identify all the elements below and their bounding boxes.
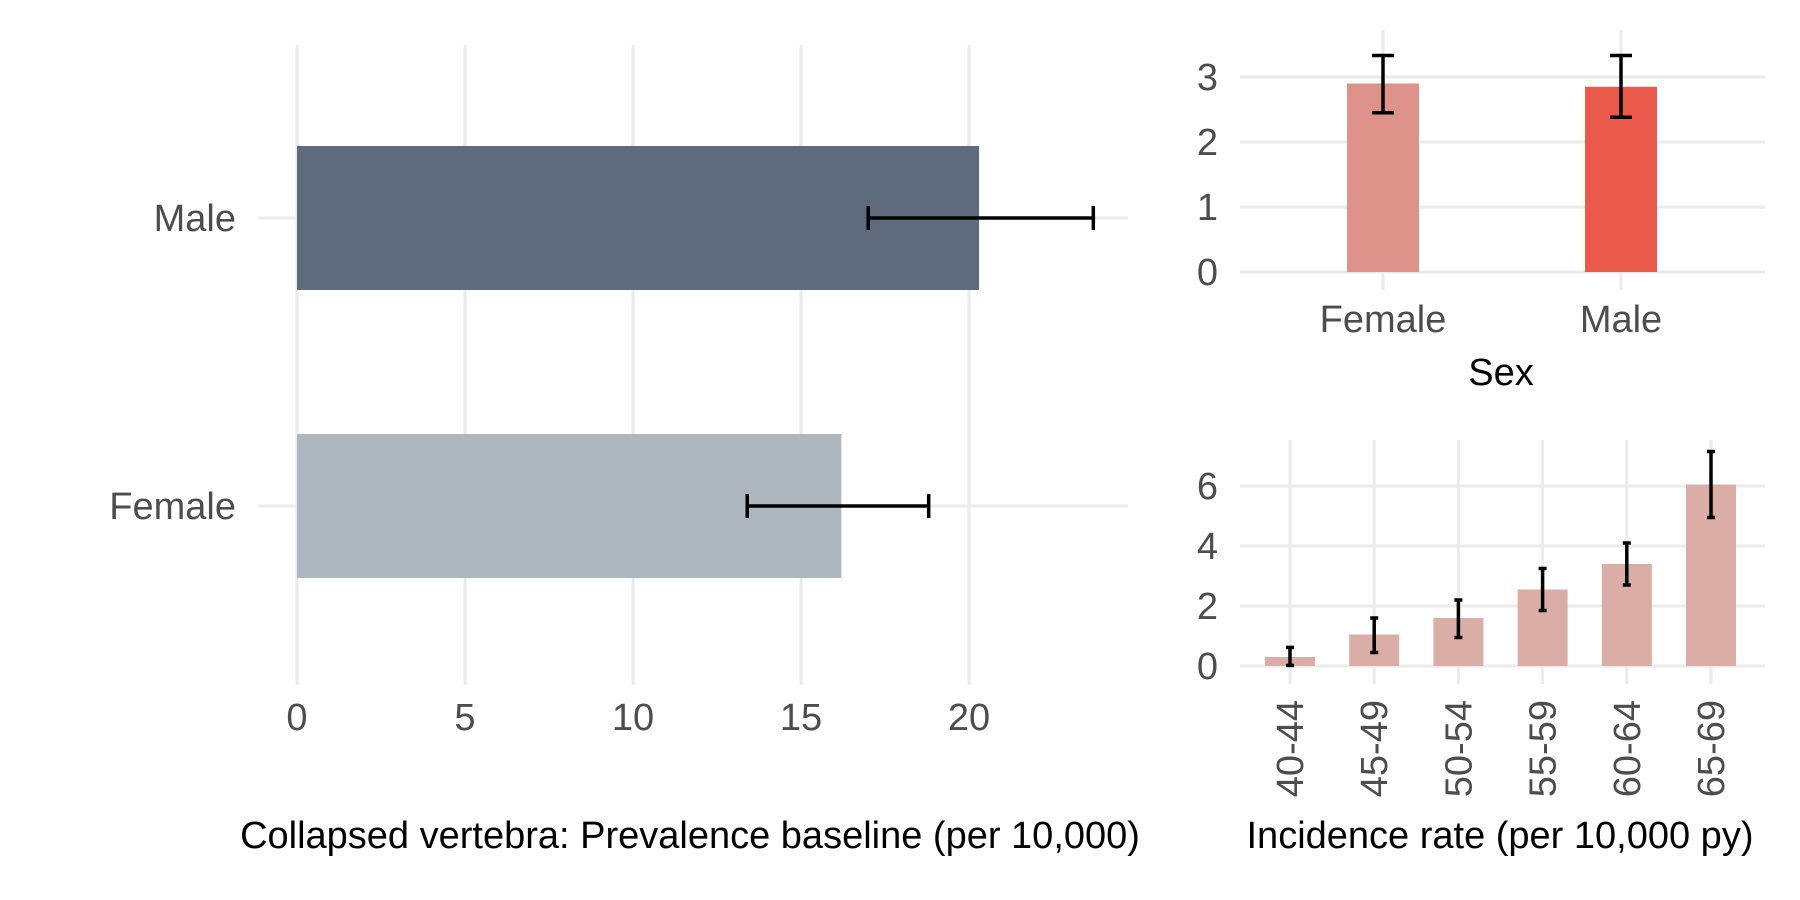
error-bar-age-60-64 [1622,541,1631,587]
x-tick-label: 50-54 [1438,700,1480,797]
error-bar-female [1372,53,1394,115]
error-bar-female [745,494,931,518]
bar-male [297,146,980,290]
y-tick-label: 1 [1197,187,1218,229]
x-tick-label: 5 [454,697,475,739]
sex-incidence-panel: 0 1 2 3 Female Male Sex [1197,30,1765,394]
prevalence-panel: 0 5 10 15 20 Male Female Collapsed vertebra: Pr… [109,45,1140,857]
error-bar-age-65-69 [1707,449,1715,520]
age-incidence-panel: 0 2 4 6 40-44 45-49 50-54 55-59 60-64 65-69 Incide… [1197,440,1765,857]
x-tick-label: 10 [612,697,654,739]
error-bar-age-55-59 [1538,566,1547,613]
error-bar-age-40-44 [1286,645,1294,668]
x-tick-label: 15 [780,697,822,739]
x-tick-label: Female [1320,299,1447,341]
y-tick-label: Male [154,198,236,240]
bar-female [1347,83,1419,272]
x-axis-title: Incidence rate (per 10,000 py) [1247,815,1754,857]
error-bar-age-50-54 [1454,598,1463,640]
error-bar-age-45-49 [1370,616,1379,655]
y-tick-label: 0 [1197,252,1218,294]
y-tick-label: 2 [1197,586,1218,628]
x-axis-title: Collapsed vertebra: Prevalence baseline … [240,815,1140,857]
x-tick-label: 60-64 [1607,700,1649,797]
x-tick-label: 40-44 [1270,700,1312,797]
x-tick-label: 65-69 [1691,700,1733,797]
y-tick-label: 6 [1197,466,1218,508]
x-tick-label: Male [1580,299,1662,341]
y-tick-label: 2 [1197,122,1218,164]
y-tick-label: Female [109,486,236,528]
y-tick-label: 0 [1197,646,1218,688]
error-bar-male [866,206,1096,230]
x-tick-label: 20 [948,697,990,739]
error-bar-male [1610,53,1632,120]
y-tick-label: 3 [1197,57,1218,99]
x-tick-label: 55-59 [1523,700,1565,797]
y-tick-label: 4 [1197,526,1218,568]
x-tick-label: 45-49 [1354,700,1396,797]
x-tick-label: 0 [286,697,307,739]
x-axis-title: Sex [1468,352,1533,394]
